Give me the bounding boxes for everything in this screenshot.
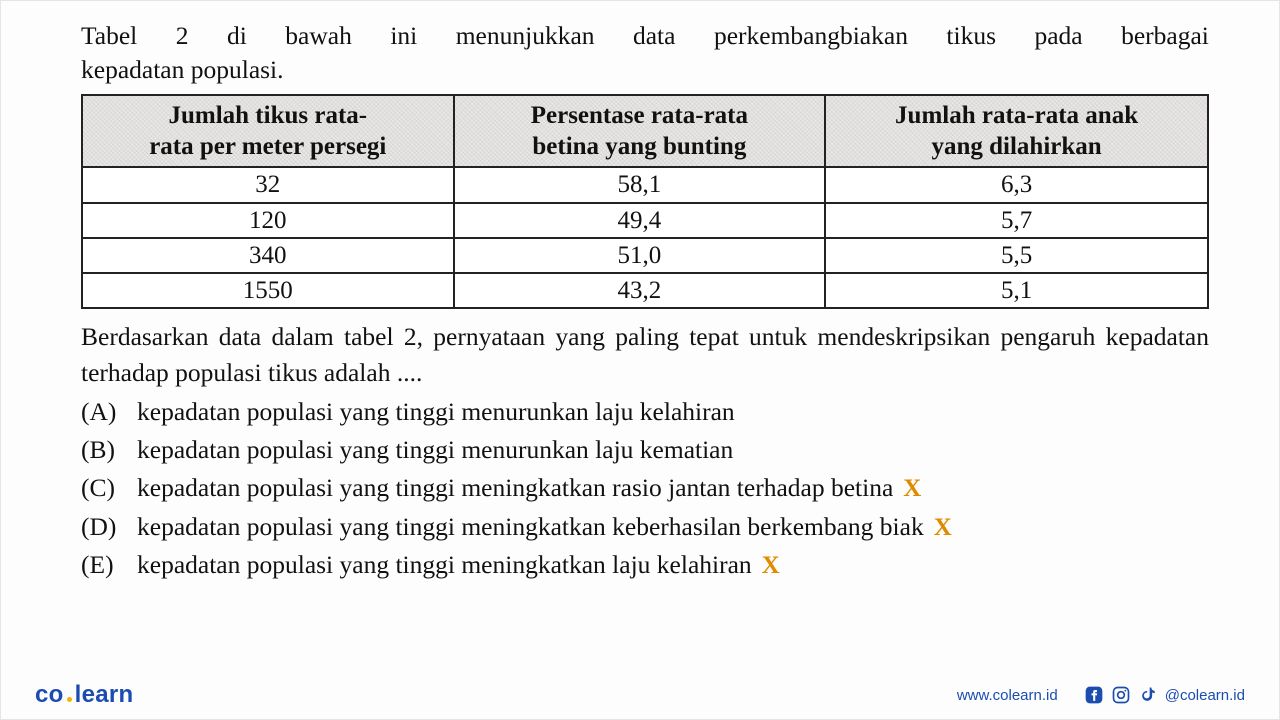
table-row: 3258,16,3 [82,167,1208,202]
table-cell: 1550 [82,273,454,308]
intro-line2: kepadatan populasi. [81,53,1209,87]
option-label: (D) [81,508,137,546]
intro-word: perkembangbiakan [714,19,908,53]
table-cell: 120 [82,203,454,238]
table-cell: 49,4 [454,203,826,238]
intro-word: menunjukkan [456,19,595,53]
table-cell: 340 [82,238,454,273]
intro-word: pada [1034,19,1082,53]
logo-left: co [35,681,64,709]
intro-word: tikus [946,19,996,53]
table-header: Persentase rata-ratabetina yang bunting [454,95,826,168]
option-row: (A)kepadatan populasi yang tinggi menuru… [81,393,1209,431]
option-text: kepadatan populasi yang tinggi meningkat… [137,469,893,507]
instagram-icon [1111,685,1131,705]
option-label: (A) [81,393,137,431]
option-label: (E) [81,546,137,584]
wrong-mark-icon: X [762,547,780,585]
intro-word: ini [390,19,417,53]
social-icons: @colearn.id [1084,685,1245,705]
wrong-mark-icon: X [934,509,952,547]
table-cell: 43,2 [454,273,826,308]
table-cell: 5,5 [825,238,1208,273]
table-cell: 58,1 [454,167,826,202]
wrong-mark-icon: X [903,470,921,508]
table-cell: 51,0 [454,238,826,273]
logo-right: learn [75,681,134,709]
option-text: kepadatan populasi yang tinggi meningkat… [137,508,924,546]
intro-text: Tabel 2 di bawah ini menunjukkan data perkemban… [81,19,1209,88]
option-text: kepadatan populasi yang tinggi menurunka… [137,431,733,469]
table-cell: 6,3 [825,167,1208,202]
table-row: 155043,25,1 [82,273,1208,308]
data-table: Jumlah tikus rata-rata per meter persegi… [81,94,1209,310]
option-row: (E)kepadatan populasi yang tinggi mening… [81,546,1209,585]
brand-logo: co learn [35,681,133,709]
question-card: Tabel 2 di bawah ini menunjukkan data perkemban… [1,1,1279,585]
table-cell: 32 [82,167,454,202]
site-url: www.colearn.id [957,687,1058,704]
intro-word: berbagai [1121,19,1209,53]
intro-word: 2 [176,19,189,53]
intro-word: bawah [285,19,352,53]
table-cell: 5,7 [825,203,1208,238]
option-text: kepadatan populasi yang tinggi menurunka… [137,393,735,431]
social-handle: @colearn.id [1165,687,1245,704]
options-list: (A)kepadatan populasi yang tinggi menuru… [81,393,1209,585]
option-label: (C) [81,469,137,507]
table-header: Jumlah rata-rata anakyang dilahirkan [825,95,1208,168]
footer: co learn www.colearn.id @colearn.id [1,681,1279,709]
option-text: kepadatan populasi yang tinggi meningkat… [137,546,752,584]
intro-word: data [633,19,675,53]
option-label: (B) [81,431,137,469]
option-row: (B)kepadatan populasi yang tinggi menuru… [81,431,1209,469]
option-row: (D)kepadatan populasi yang tinggi mening… [81,508,1209,547]
intro-word: Tabel [81,19,137,53]
question-text: Berdasarkan data dalam tabel 2, pernyata… [81,319,1209,390]
intro-word: di [227,19,247,53]
tiktok-icon [1138,685,1158,705]
table-row: 12049,45,7 [82,203,1208,238]
table-header: Jumlah tikus rata-rata per meter persegi [82,95,454,168]
logo-dot-icon [67,697,72,702]
table-row: 34051,05,5 [82,238,1208,273]
table-cell: 5,1 [825,273,1208,308]
option-row: (C)kepadatan populasi yang tinggi mening… [81,469,1209,508]
facebook-icon [1084,685,1104,705]
